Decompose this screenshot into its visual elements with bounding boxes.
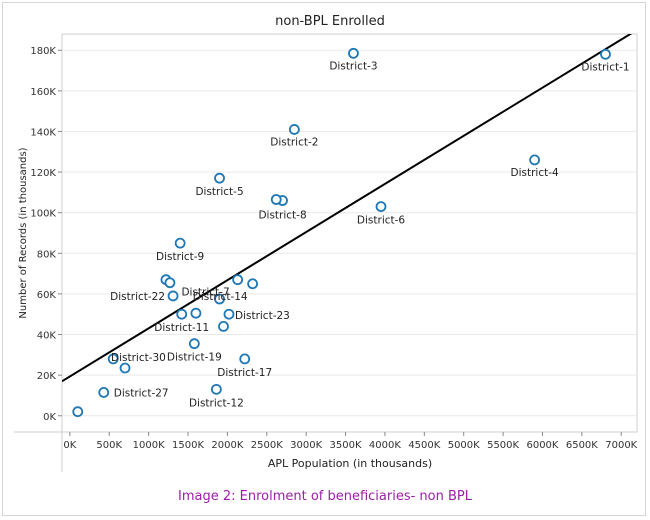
point-label: District-6	[357, 215, 406, 227]
chart-title: non-BPL Enrolled	[275, 14, 385, 29]
data-point[interactable]	[72, 406, 84, 418]
x-tick-label: 6500K	[566, 440, 598, 451]
scatter-chart: non-BPL Enrolled 0K 20K 40K 60K 80K 100K 120K 1…	[14, 14, 638, 472]
y-tick-label: 120K	[30, 168, 56, 179]
y-tick-label: 60K	[37, 290, 57, 301]
x-tick-labels: 0K 500K 1000K 1500K 2000K 2500K 3000K 3500K 4000…	[63, 432, 638, 451]
point-label: District-1	[581, 61, 629, 73]
data-point[interactable]	[288, 124, 300, 135]
x-tick-label: 1500K	[172, 440, 204, 451]
data-point[interactable]	[164, 277, 176, 289]
x-tick-label: 500K	[96, 440, 122, 451]
data-point[interactable]	[218, 321, 229, 332]
point-label: District-12	[189, 397, 244, 409]
point-label: District-30	[111, 352, 166, 364]
data-point[interactable]	[270, 194, 282, 205]
point-label: District-7	[181, 287, 229, 299]
data-point[interactable]	[119, 362, 131, 374]
data-point[interactable]	[214, 293, 225, 305]
y-tick-label: 160K	[30, 87, 56, 98]
data-point[interactable]	[167, 290, 179, 302]
data-point[interactable]	[107, 353, 119, 365]
x-tick-label: 4000K	[369, 440, 401, 451]
x-tick-label: 0K	[63, 440, 76, 451]
point-label: District-14	[193, 291, 248, 303]
y-tick-label: 20K	[37, 371, 57, 382]
x-tick-label: 2500K	[251, 440, 283, 451]
x-tick-label: 3500K	[330, 440, 362, 451]
x-axis-label: APL Population (in thousands)	[268, 457, 432, 470]
point-label: District-5	[195, 186, 243, 198]
y-axis-label: Number of Records (in thousands)	[18, 147, 29, 318]
point-label: District-11	[154, 322, 209, 334]
x-tick-label: 3000K	[290, 440, 322, 451]
trendline	[62, 34, 633, 383]
x-tick-label: 5500K	[487, 440, 519, 451]
point-label: District-23	[235, 310, 290, 322]
figure-caption: Image 2: Enrolment of beneficiaries- non…	[177, 489, 473, 504]
x-tick-label: 7000K	[605, 440, 637, 451]
point-label: District-9	[156, 251, 204, 263]
data-point[interactable]	[348, 47, 359, 59]
gridlines	[62, 49, 637, 417]
chart-frame	[2, 2, 646, 516]
point-label: District-3	[329, 60, 377, 72]
point-label: District-27	[114, 387, 169, 399]
point-label: District-19	[167, 352, 222, 364]
x-tick-label: 6000K	[526, 440, 558, 451]
x-tick-label: 4500K	[408, 440, 440, 451]
point-label: District-8	[258, 210, 306, 222]
data-point[interactable]	[174, 237, 186, 249]
data-point[interactable]	[247, 278, 259, 290]
data-point[interactable]	[188, 338, 200, 350]
data-point[interactable]	[223, 308, 235, 320]
plot-area	[61, 33, 638, 433]
data-point[interactable]	[375, 201, 387, 213]
data-point[interactable]	[190, 307, 202, 319]
data-points	[72, 47, 611, 418]
x-tick-label: 1000K	[133, 440, 165, 451]
point-label: District-17	[217, 367, 272, 379]
y-tick-label: 100K	[30, 209, 56, 220]
point-label: District-22	[110, 291, 165, 303]
data-point[interactable]	[600, 48, 611, 60]
data-point[interactable]	[98, 387, 110, 398]
data-point[interactable]	[214, 172, 225, 184]
y-tick-label: 80K	[37, 249, 57, 260]
y-tick-labels: 0K 20K 40K 60K 80K 100K 120K 140K 160K 180K	[30, 46, 62, 423]
y-tick-label: 140K	[30, 127, 56, 138]
data-point[interactable]	[239, 353, 251, 365]
y-tick-label: 40K	[37, 331, 57, 342]
point-label: District-4	[511, 167, 560, 179]
x-tick-label: 5000K	[448, 440, 480, 451]
data-point[interactable]	[210, 383, 222, 395]
x-tick-label: 2000K	[211, 440, 243, 451]
y-tick-label: 180K	[30, 46, 56, 57]
data-point[interactable]	[232, 274, 244, 286]
y-tick-label: 0K	[43, 412, 56, 423]
data-point[interactable]	[529, 154, 541, 166]
data-point[interactable]	[176, 308, 188, 320]
data-labels: District-1 District-2 District-3 District-4…	[110, 60, 629, 409]
trendline-group	[62, 34, 633, 383]
point-label: District-2	[270, 136, 318, 148]
